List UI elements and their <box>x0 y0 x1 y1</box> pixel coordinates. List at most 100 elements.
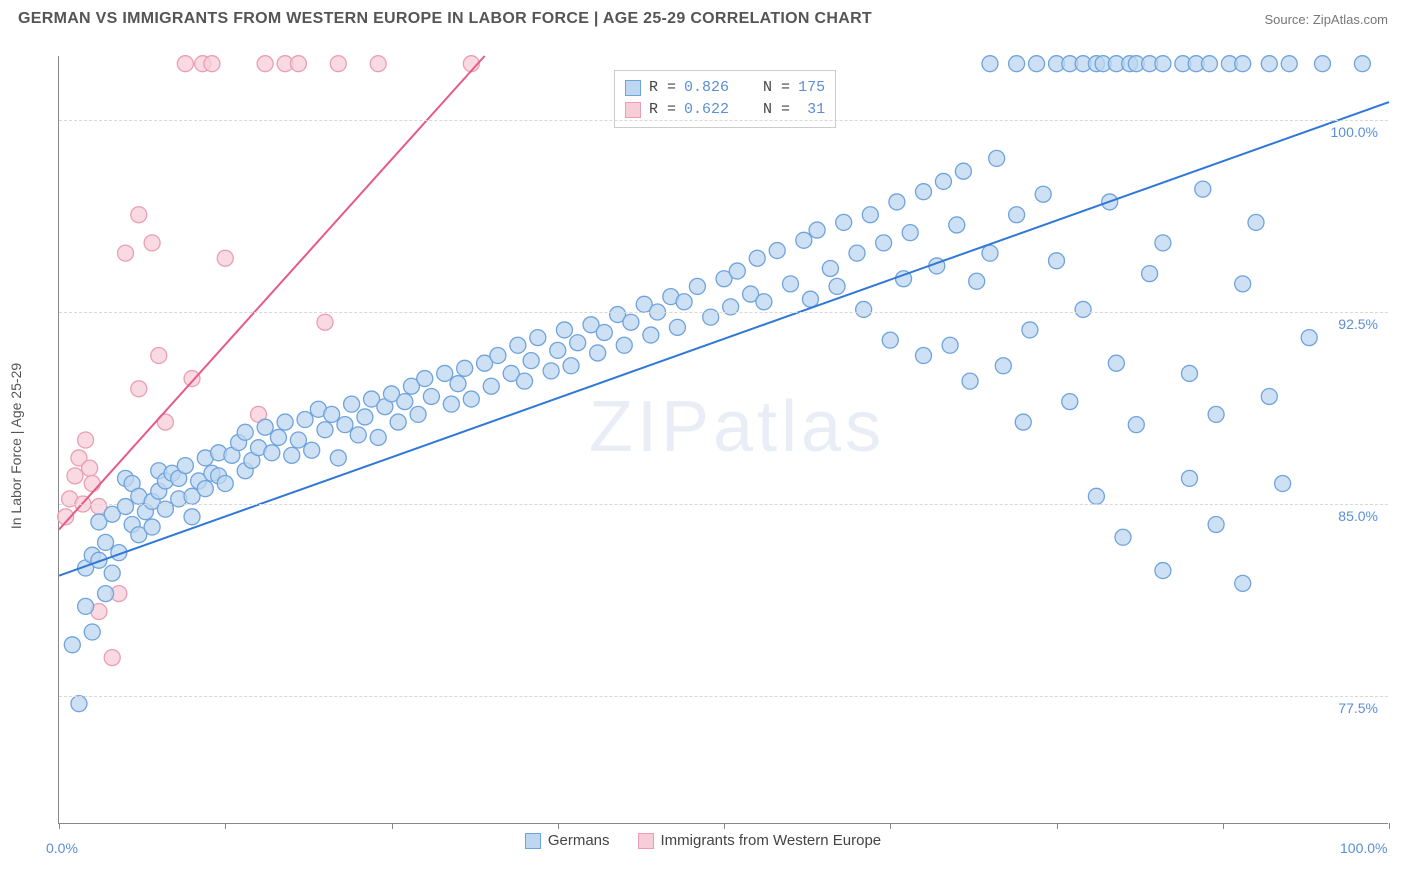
data-point <box>570 335 586 351</box>
data-point <box>237 424 253 440</box>
chart-container: In Labor Force | Age 25-29 ZIPatlas R = … <box>0 42 1406 850</box>
gridline-h <box>59 504 1388 505</box>
legend-item-immigrants: Immigrants from Western Europe <box>638 832 882 849</box>
data-point <box>1315 56 1331 72</box>
data-point <box>1022 322 1038 338</box>
data-point <box>463 391 479 407</box>
data-point <box>1142 266 1158 282</box>
data-point <box>802 291 818 307</box>
data-point <box>118 245 134 261</box>
data-point <box>942 337 958 353</box>
data-point <box>370 56 386 72</box>
data-point <box>104 565 120 581</box>
data-point <box>257 56 273 72</box>
data-point <box>270 429 286 445</box>
data-point <box>1208 406 1224 422</box>
data-point <box>563 358 579 374</box>
y-tick-label: 77.5% <box>1336 700 1380 716</box>
data-point <box>67 468 83 484</box>
gridline-h <box>59 312 1388 313</box>
data-point <box>357 409 373 425</box>
data-point <box>1248 214 1264 230</box>
data-point <box>304 442 320 458</box>
data-point <box>350 427 366 443</box>
data-point <box>1261 388 1277 404</box>
n-label: N = <box>763 99 790 121</box>
data-point <box>1354 56 1370 72</box>
data-point <box>177 56 193 72</box>
data-point <box>1009 207 1025 223</box>
n-value-germans: 175 <box>798 77 825 99</box>
legend-swatch-germans <box>525 833 541 849</box>
data-point <box>916 348 932 364</box>
legend-item-germans: Germans <box>525 832 610 849</box>
x-tick <box>225 823 226 829</box>
swatch-immigrants <box>625 102 641 118</box>
data-point <box>144 519 160 535</box>
data-point <box>417 371 433 387</box>
data-point <box>84 624 100 640</box>
data-point <box>1201 56 1217 72</box>
data-point <box>1115 529 1131 545</box>
x-tick <box>392 823 393 829</box>
data-point <box>344 396 360 412</box>
data-point <box>118 499 134 515</box>
data-point <box>330 450 346 466</box>
data-point <box>1015 414 1031 430</box>
data-point <box>284 447 300 463</box>
data-point <box>104 650 120 666</box>
data-point <box>623 314 639 330</box>
data-point <box>324 406 340 422</box>
data-point <box>669 319 685 335</box>
data-point <box>1108 355 1124 371</box>
r-value-germans: 0.826 <box>684 77 729 99</box>
data-point <box>290 56 306 72</box>
bottom-legend: Germans Immigrants from Western Europe <box>0 832 1406 849</box>
data-point <box>809 222 825 238</box>
data-point <box>1301 330 1317 346</box>
data-point <box>1029 56 1045 72</box>
data-point <box>443 396 459 412</box>
data-point <box>410 406 426 422</box>
data-point <box>337 417 353 433</box>
data-point <box>483 378 499 394</box>
data-point <box>131 207 147 223</box>
source-attribution: Source: ZipAtlas.com <box>1264 12 1388 27</box>
data-point <box>543 363 559 379</box>
data-point <box>849 245 865 261</box>
data-point <box>862 207 878 223</box>
data-point <box>1155 563 1171 579</box>
data-point <box>989 150 1005 166</box>
data-point <box>1235 575 1251 591</box>
data-point <box>98 534 114 550</box>
data-point <box>796 232 812 248</box>
data-point <box>217 476 233 492</box>
data-point <box>916 184 932 200</box>
legend-swatch-immigrants <box>638 833 654 849</box>
x-tick <box>1223 823 1224 829</box>
x-tick <box>558 823 559 829</box>
data-point <box>1128 417 1144 433</box>
plot-svg <box>59 56 1388 823</box>
data-point <box>370 429 386 445</box>
data-point <box>935 173 951 189</box>
data-point <box>297 412 313 428</box>
data-point <box>131 381 147 397</box>
data-point <box>197 481 213 497</box>
data-point <box>82 460 98 476</box>
y-tick-label: 92.5% <box>1336 316 1380 332</box>
data-point <box>1035 186 1051 202</box>
data-point <box>1062 394 1078 410</box>
data-point <box>184 509 200 525</box>
data-point <box>1009 56 1025 72</box>
stats-row-germans: R = 0.826 N = 175 <box>625 77 825 99</box>
data-point <box>822 260 838 276</box>
data-point <box>257 419 273 435</box>
data-point <box>530 330 546 346</box>
legend-label-germans: Germans <box>548 832 610 849</box>
data-point <box>151 348 167 364</box>
x-tick <box>724 823 725 829</box>
n-value-immigrants: 31 <box>798 99 825 121</box>
chart-title: GERMAN VS IMMIGRANTS FROM WESTERN EUROPE… <box>18 10 872 28</box>
data-point <box>144 235 160 251</box>
